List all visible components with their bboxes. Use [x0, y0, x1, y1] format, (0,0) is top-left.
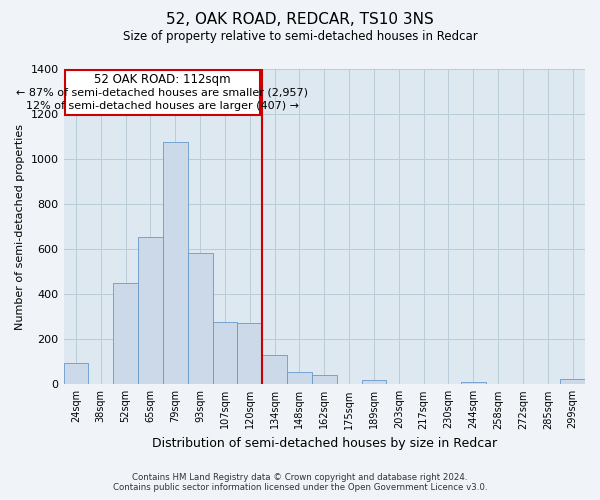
Bar	[212, 322, 238, 384]
Text: ← 87% of semi-detached houses are smaller (2,957): ← 87% of semi-detached houses are smalle…	[16, 88, 308, 98]
Text: Size of property relative to semi-detached houses in Redcar: Size of property relative to semi-detach…	[122, 30, 478, 43]
Bar	[262, 355, 287, 384]
Bar	[461, 382, 485, 384]
Bar	[238, 324, 262, 384]
Bar	[312, 376, 337, 384]
Bar	[362, 380, 386, 384]
Y-axis label: Number of semi-detached properties: Number of semi-detached properties	[15, 124, 25, 330]
Bar	[287, 372, 312, 384]
Text: 12% of semi-detached houses are larger (407) →: 12% of semi-detached houses are larger (…	[26, 101, 299, 111]
Bar	[138, 237, 163, 384]
Text: 52 OAK ROAD: 112sqm: 52 OAK ROAD: 112sqm	[94, 72, 230, 86]
Bar	[560, 378, 585, 384]
Text: 52, OAK ROAD, REDCAR, TS10 3NS: 52, OAK ROAD, REDCAR, TS10 3NS	[166, 12, 434, 28]
X-axis label: Distribution of semi-detached houses by size in Redcar: Distribution of semi-detached houses by …	[152, 437, 497, 450]
Bar	[64, 363, 88, 384]
Bar	[163, 142, 188, 384]
Bar	[113, 283, 138, 384]
FancyBboxPatch shape	[65, 70, 260, 115]
Bar	[188, 252, 212, 384]
Text: Contains HM Land Registry data © Crown copyright and database right 2024.
Contai: Contains HM Land Registry data © Crown c…	[113, 473, 487, 492]
